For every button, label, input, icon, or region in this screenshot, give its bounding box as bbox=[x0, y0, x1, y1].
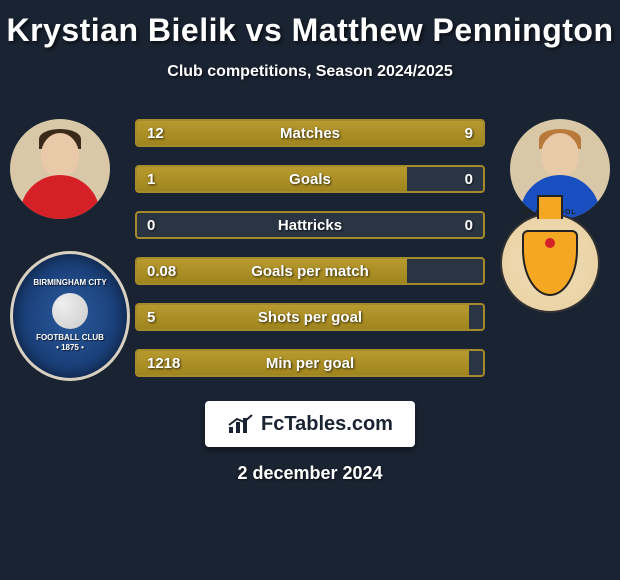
club-year-text: • 1875 • bbox=[33, 343, 106, 353]
player-left-avatar bbox=[10, 119, 110, 219]
player-right-club-badge: BLACKPOOL bbox=[500, 213, 600, 313]
stat-row: 12Matches9 bbox=[135, 119, 485, 147]
stat-row: 0.08Goals per match bbox=[135, 257, 485, 285]
globe-icon bbox=[52, 293, 88, 329]
stat-value-right: 9 bbox=[465, 121, 473, 145]
player-left-club-badge: BIRMINGHAM CITY FOOTBALL CLUB • 1875 • bbox=[10, 251, 130, 381]
shirt-icon bbox=[20, 175, 100, 219]
stat-row: 0Hattricks0 bbox=[135, 211, 485, 239]
stat-bars: 12Matches91Goals00Hattricks00.08Goals pe… bbox=[135, 119, 485, 395]
footer-date: 2 december 2024 bbox=[0, 463, 620, 484]
stat-value-right: 0 bbox=[465, 213, 473, 237]
club-name-text: BIRMINGHAM CITY bbox=[33, 278, 106, 288]
stat-row: 5Shots per goal bbox=[135, 303, 485, 331]
page-title: Krystian Bielik vs Matthew Pennington bbox=[0, 0, 620, 49]
stat-value-right: 0 bbox=[465, 167, 473, 191]
stat-label: Min per goal bbox=[137, 351, 483, 375]
stat-label: Shots per goal bbox=[137, 305, 483, 329]
head-icon bbox=[541, 133, 579, 177]
stat-row: 1218Min per goal bbox=[135, 349, 485, 377]
shield-icon bbox=[522, 230, 578, 296]
subtitle: Club competitions, Season 2024/2025 bbox=[0, 63, 620, 81]
brand-text: FcTables.com bbox=[261, 413, 393, 436]
stat-row: 1Goals0 bbox=[135, 165, 485, 193]
club-sub-text: FOOTBALL CLUB bbox=[33, 333, 106, 343]
chart-icon bbox=[227, 413, 255, 435]
tower-icon bbox=[537, 195, 563, 219]
brand-badge: FcTables.com bbox=[205, 401, 415, 447]
stat-label: Goals per match bbox=[137, 259, 483, 283]
stat-label: Matches bbox=[137, 121, 483, 145]
stat-label: Hattricks bbox=[137, 213, 483, 237]
comparison-area: BIRMINGHAM CITY FOOTBALL CLUB • 1875 • B… bbox=[0, 109, 620, 389]
head-icon bbox=[41, 133, 79, 177]
stat-label: Goals bbox=[137, 167, 483, 191]
